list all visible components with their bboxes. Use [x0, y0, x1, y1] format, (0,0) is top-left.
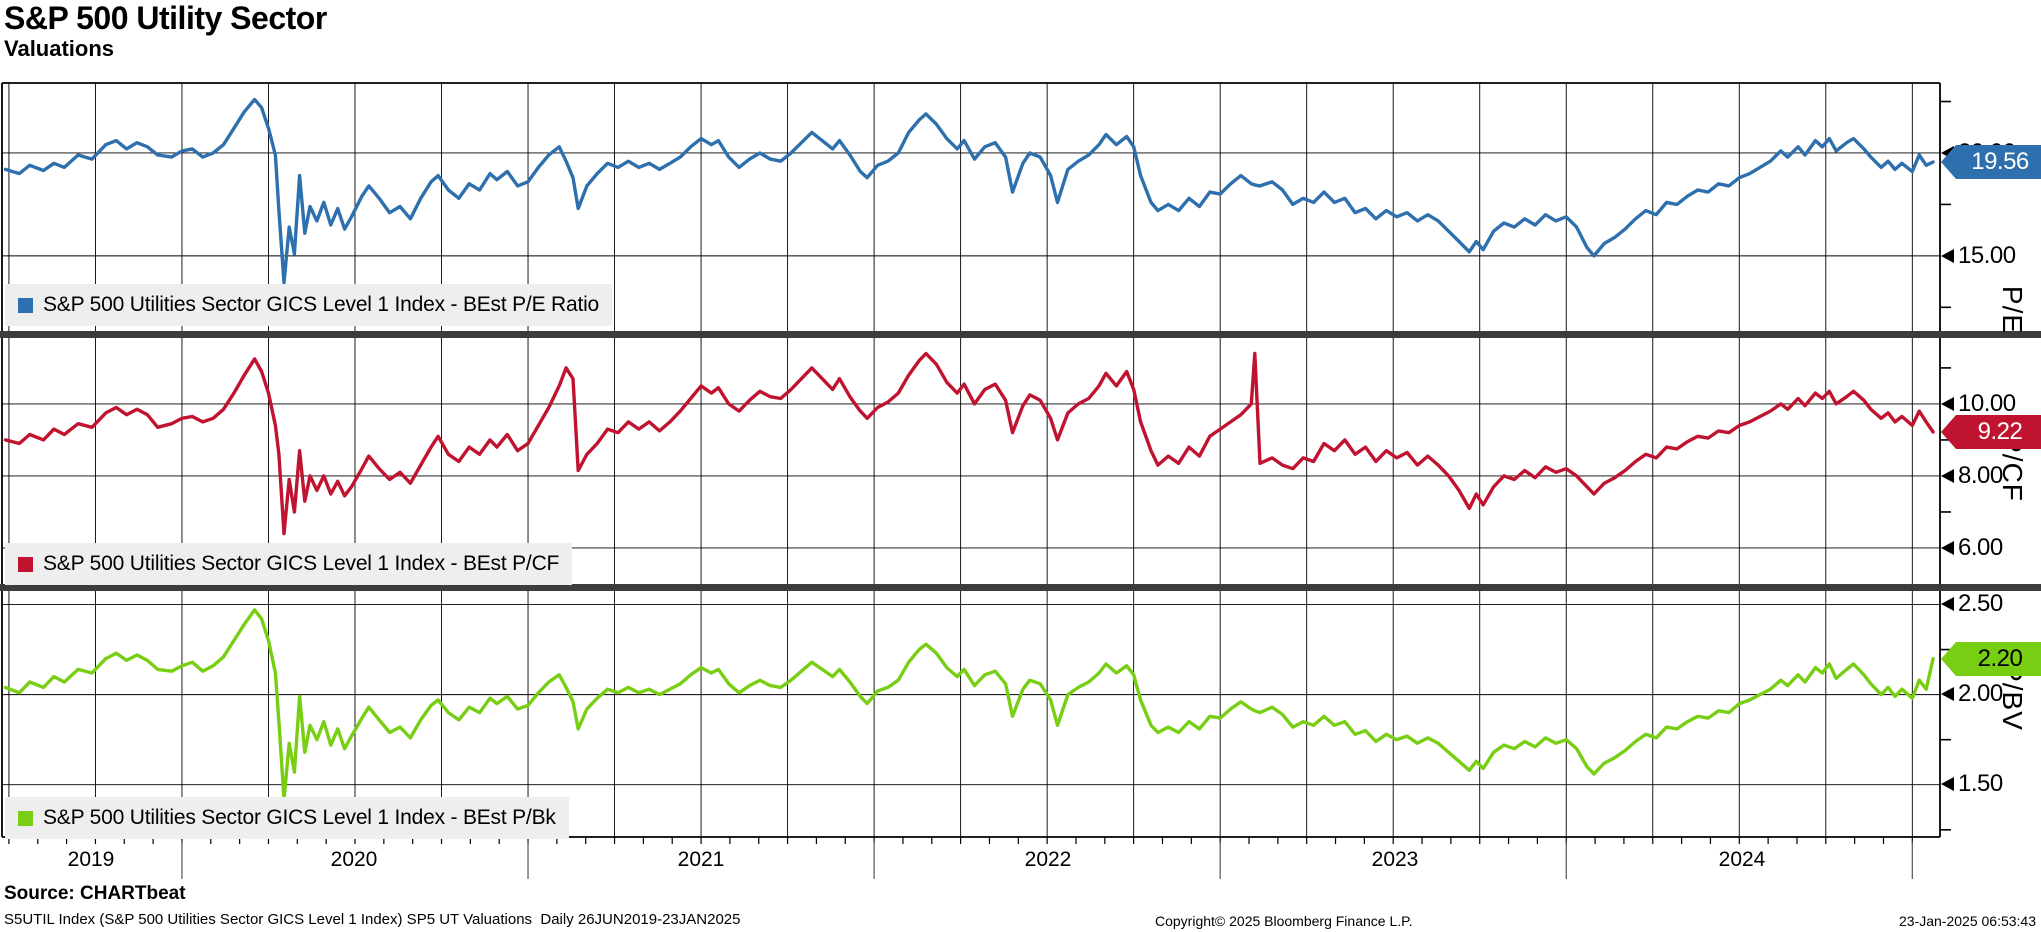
- x-tick-2019: 2019: [67, 848, 115, 871]
- tick-arrow-icon: [1941, 397, 1954, 411]
- tick-arrow-icon: [1941, 687, 1954, 701]
- tick-arrow-icon: [1941, 597, 1954, 611]
- y-tick-pcf-10: 10.00: [1941, 390, 2016, 417]
- x-tick-2022: 2022: [1024, 848, 1072, 871]
- axis-title-pe: P/E: [1997, 285, 2028, 335]
- legend-pbk[interactable]: S&P 500 Utilities Sector GICS Level 1 In…: [5, 797, 569, 839]
- x-tick-2024: 2024: [1718, 848, 1766, 871]
- tick-arrow-icon: [1941, 541, 1954, 555]
- y-tick-pcf-8: 8.00: [1941, 462, 2003, 489]
- y-tick-pbv-2.00: 2.00: [1941, 680, 2003, 707]
- legend-pcf-label: S&P 500 Utilities Sector GICS Level 1 In…: [43, 552, 560, 575]
- tick-arrow-icon: [1941, 777, 1954, 791]
- legend-pcf[interactable]: S&P 500 Utilities Sector GICS Level 1 In…: [5, 543, 573, 585]
- page-title: S&P 500 Utility Sector: [4, 0, 327, 36]
- timestamp: 23-Jan-2025 06:53:43: [1899, 913, 2036, 929]
- tick-arrow-icon: [1941, 249, 1954, 263]
- legend-pe[interactable]: S&P 500 Utilities Sector GICS Level 1 In…: [5, 284, 613, 326]
- pbv-last-value: 2.20: [1977, 645, 2023, 672]
- pcf-last-value: 9.22: [1977, 418, 2023, 445]
- legend-pe-label: S&P 500 Utilities Sector GICS Level 1 In…: [43, 293, 600, 316]
- y-tick-pe-15: 15.00: [1941, 242, 2016, 269]
- pe-last-value-tag[interactable]: 19.56: [1941, 145, 2041, 179]
- pbk-series-swatch-icon: [18, 810, 33, 826]
- y-tick-pcf-6: 6.00: [1941, 534, 2003, 561]
- pcf-last-value-tag[interactable]: 9.22: [1941, 415, 2041, 449]
- legend-pbk-label: S&P 500 Utilities Sector GICS Level 1 In…: [43, 806, 556, 829]
- pe-series-swatch-icon: [18, 297, 33, 313]
- pcf-series-swatch-icon: [18, 556, 33, 572]
- y-tick-pbv-1.50: 1.50: [1941, 770, 2003, 797]
- page-subtitle: Valuations: [4, 36, 115, 61]
- series-line-0: [3, 97, 1935, 285]
- x-tick-2023: 2023: [1371, 848, 1419, 871]
- x-tick-2020: 2020: [330, 848, 378, 871]
- chart-description: S5UTIL Index (S&P 500 Utilities Sector G…: [4, 911, 741, 928]
- x-tick-2021: 2021: [677, 848, 725, 871]
- pe-last-value: 19.56: [1971, 148, 2029, 175]
- tick-arrow-icon: [1941, 469, 1954, 483]
- copyright-text: Copyright© 2025 Bloomberg Finance L.P.: [1155, 913, 1413, 929]
- pbv-last-value-tag[interactable]: 2.20: [1941, 642, 2041, 676]
- y-tick-pbv-2.50: 2.50: [1941, 590, 2003, 617]
- series-line-1: [3, 351, 1935, 536]
- source-label: Source: CHARTbeat: [4, 883, 186, 904]
- series-line-2: [3, 608, 1935, 801]
